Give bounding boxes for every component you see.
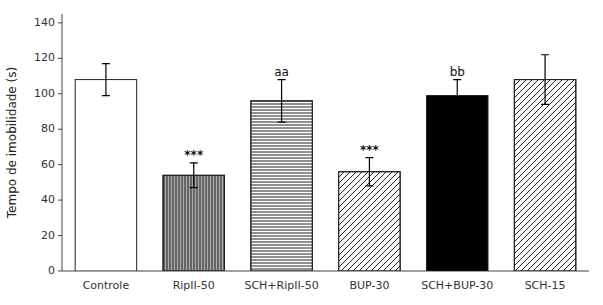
x-tick-label: SCH-15 [525, 279, 566, 292]
y-tick [58, 93, 62, 94]
y-tick-label: 0 [48, 264, 55, 277]
error-bar [365, 158, 373, 186]
y-tick [58, 200, 62, 201]
bar [427, 96, 488, 271]
annotation: *** [360, 143, 380, 157]
y-tick-label: 40 [41, 193, 55, 206]
annotation: aa [274, 65, 289, 79]
y-tick-label: 80 [41, 122, 55, 135]
y-axis: 0 20 40 60 80 100 120 140 [34, 14, 62, 277]
error-bar [190, 163, 198, 188]
annotation: *** [184, 148, 204, 162]
bar [75, 80, 136, 271]
y-tick-label: 120 [34, 51, 55, 64]
bar-hatch [251, 101, 312, 271]
y-tick-label: 100 [34, 87, 55, 100]
error-bar [278, 80, 286, 123]
y-tick [58, 22, 62, 23]
chart-container: 0 20 40 60 80 100 120 140 Tempo de imobilidade (… [0, 0, 603, 305]
chart: 0 20 40 60 80 100 120 140 Tempo de imobilidade (… [0, 0, 603, 305]
bar-hatch [339, 172, 400, 271]
y-tick-label: 60 [41, 158, 55, 171]
y-axis-label: Tempo de imobilidade (s) [5, 67, 19, 219]
x-axis: Controle RipII-50 SCH+RipII-50 BUP-30 SCH+BU… [62, 271, 589, 292]
bars [75, 55, 576, 271]
x-tick-label: RipII-50 [173, 279, 215, 292]
x-axis-line [62, 271, 589, 272]
error-bar [453, 80, 461, 112]
annotation: bb [450, 65, 465, 79]
bar [251, 101, 312, 271]
y-tick [58, 271, 62, 272]
x-tick-label: BUP-30 [349, 279, 389, 292]
y-tick-label: 140 [34, 16, 55, 29]
x-tick-label: SCH+RipII-50 [244, 279, 318, 292]
y-tick [58, 235, 62, 236]
x-tick-label: SCH+BUP-30 [421, 279, 493, 292]
error-bar [102, 64, 110, 96]
bar [514, 80, 575, 271]
y-axis-line [62, 14, 63, 271]
y-tick [58, 129, 62, 130]
y-tick [58, 58, 62, 59]
x-tick-label: Controle [83, 279, 130, 292]
annotations: *** *** aa bb [184, 65, 465, 162]
bar-hatch [514, 80, 575, 271]
error-bar [541, 55, 549, 105]
bar [163, 175, 224, 271]
y-tick [58, 164, 62, 165]
y-tick-label: 20 [41, 229, 55, 242]
bar-hatch [163, 175, 224, 271]
bar [339, 172, 400, 271]
